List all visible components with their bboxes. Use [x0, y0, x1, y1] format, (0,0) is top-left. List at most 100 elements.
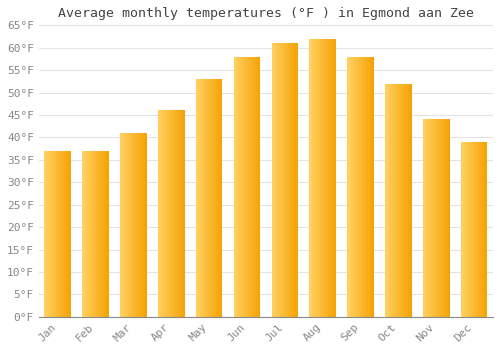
Bar — [461, 142, 487, 317]
Bar — [434, 119, 435, 317]
Bar — [67, 151, 68, 317]
Bar — [200, 79, 201, 317]
Bar — [431, 119, 432, 317]
Bar — [390, 84, 392, 317]
Bar — [244, 57, 246, 317]
Bar — [235, 57, 236, 317]
Bar — [248, 57, 250, 317]
Title: Average monthly temperatures (°F ) in Egmond aan Zee: Average monthly temperatures (°F ) in Eg… — [58, 7, 474, 20]
Bar — [55, 151, 56, 317]
Bar — [332, 39, 334, 317]
Bar — [468, 142, 469, 317]
Bar — [204, 79, 205, 317]
Bar — [276, 43, 277, 317]
Bar — [158, 111, 184, 317]
Bar — [478, 142, 480, 317]
Bar — [364, 57, 366, 317]
Bar — [94, 151, 96, 317]
Bar — [473, 142, 474, 317]
Bar — [85, 151, 86, 317]
Bar — [92, 151, 93, 317]
Bar — [281, 43, 282, 317]
Bar — [66, 151, 67, 317]
Bar — [108, 151, 109, 317]
Bar — [274, 43, 276, 317]
Bar — [106, 151, 108, 317]
Bar — [277, 43, 278, 317]
Bar — [97, 151, 98, 317]
Bar — [386, 84, 388, 317]
Bar — [354, 57, 356, 317]
Bar — [446, 119, 447, 317]
Bar — [50, 151, 51, 317]
Bar — [439, 119, 440, 317]
Bar — [196, 79, 222, 317]
Bar — [206, 79, 208, 317]
Bar — [56, 151, 58, 317]
Bar — [311, 39, 312, 317]
Bar — [131, 133, 132, 317]
Bar — [54, 151, 55, 317]
Bar — [370, 57, 371, 317]
Bar — [406, 84, 408, 317]
Bar — [179, 111, 180, 317]
Bar — [201, 79, 202, 317]
Bar — [310, 39, 311, 317]
Bar — [359, 57, 360, 317]
Bar — [234, 57, 235, 317]
Bar — [326, 39, 328, 317]
Bar — [324, 39, 326, 317]
Bar — [469, 142, 470, 317]
Bar — [480, 142, 481, 317]
Bar — [398, 84, 400, 317]
Bar — [255, 57, 256, 317]
Bar — [47, 151, 48, 317]
Bar — [60, 151, 62, 317]
Bar — [197, 79, 198, 317]
Bar — [293, 43, 294, 317]
Bar — [286, 43, 288, 317]
Bar — [385, 84, 386, 317]
Bar — [160, 111, 162, 317]
Bar — [366, 57, 367, 317]
Bar — [288, 43, 289, 317]
Bar — [393, 84, 394, 317]
Bar — [216, 79, 217, 317]
Bar — [388, 84, 389, 317]
Bar — [322, 39, 324, 317]
Bar — [442, 119, 443, 317]
Bar — [220, 79, 221, 317]
Bar — [202, 79, 204, 317]
Bar — [315, 39, 316, 317]
Bar — [447, 119, 448, 317]
Bar — [209, 79, 210, 317]
Bar — [132, 133, 134, 317]
Bar — [461, 142, 462, 317]
Bar — [282, 43, 284, 317]
Bar — [140, 133, 141, 317]
Bar — [401, 84, 402, 317]
Bar — [247, 57, 248, 317]
Bar — [443, 119, 444, 317]
Bar — [252, 57, 254, 317]
Bar — [44, 151, 71, 317]
Bar — [44, 151, 46, 317]
Bar — [477, 142, 478, 317]
Bar — [435, 119, 436, 317]
Bar — [46, 151, 47, 317]
Bar — [183, 111, 184, 317]
Bar — [466, 142, 468, 317]
Bar — [297, 43, 298, 317]
Bar — [372, 57, 374, 317]
Bar — [330, 39, 332, 317]
Bar — [273, 43, 274, 317]
Bar — [396, 84, 397, 317]
Bar — [48, 151, 50, 317]
Bar — [178, 111, 179, 317]
Bar — [409, 84, 410, 317]
Bar — [465, 142, 466, 317]
Bar — [254, 57, 255, 317]
Bar — [210, 79, 212, 317]
Bar — [462, 142, 464, 317]
Bar — [424, 119, 426, 317]
